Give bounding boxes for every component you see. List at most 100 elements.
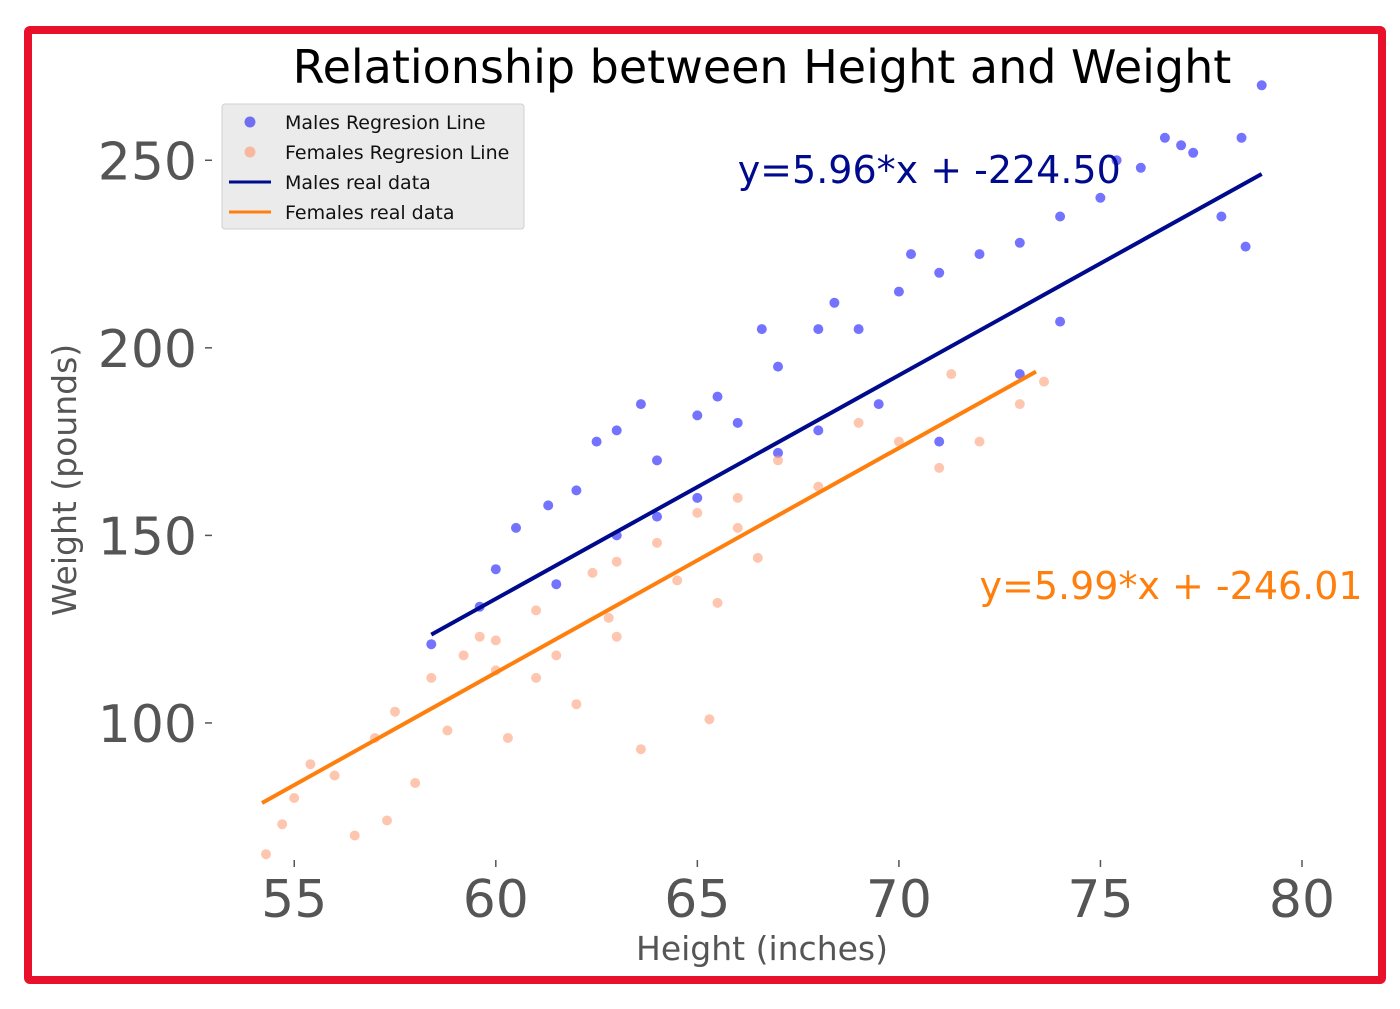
y-tick-label: 100 [98, 695, 197, 755]
chart-title: Relationship between Height and Weight [293, 40, 1232, 94]
females-point [502, 733, 513, 743]
x-tick-label: 65 [664, 870, 730, 930]
equation-annotations: y=5.96*x + -224.50 y=5.99*x + -246.01 [738, 148, 1363, 608]
females-point [474, 631, 485, 642]
males-point [543, 500, 554, 511]
females-point [611, 556, 622, 567]
males-point [1240, 241, 1251, 252]
legend-box [221, 103, 525, 230]
males-point [1256, 80, 1267, 91]
x-axis-label: Height (inches) [636, 929, 888, 968]
females-point [672, 575, 683, 586]
females-point [410, 778, 421, 788]
legend-label: Males real data [285, 172, 431, 194]
females-point [704, 714, 715, 725]
males-point [1095, 192, 1106, 203]
females-point [946, 369, 957, 380]
equation-label-1: y=5.96*x + -224.50 [738, 148, 1121, 192]
males-point [1176, 140, 1187, 151]
x-tick-label: 55 [261, 870, 327, 930]
legend-label: Females real data [285, 202, 454, 224]
males-point [813, 425, 824, 436]
x-axis: 55 60 65 70 75 80 [261, 860, 1335, 930]
females-point [974, 436, 985, 447]
females-point [732, 522, 743, 533]
female-points-layer [261, 369, 1049, 860]
males-point [511, 522, 521, 533]
males-regression-line [430, 172, 1263, 637]
males-point [635, 399, 646, 410]
females-point [611, 631, 622, 642]
males-point [1188, 147, 1199, 158]
females-point [458, 650, 469, 661]
legend-marker [244, 116, 256, 128]
males-point [1055, 211, 1066, 222]
males-point [490, 564, 501, 575]
y-axis-label: Weight (pounds) [45, 344, 84, 616]
females-point [603, 612, 614, 623]
regression-lines-layer [261, 172, 1263, 805]
legend: Males Regresion Line Females Regresion Li… [221, 103, 525, 230]
females-point [329, 770, 340, 781]
males-point [1135, 162, 1146, 173]
males-point [873, 399, 884, 410]
male-points-layer [426, 80, 1267, 650]
y-tick-label: 250 [98, 132, 197, 192]
males-point [652, 511, 662, 522]
males-point [974, 249, 985, 260]
x-tick-label: 70 [866, 870, 932, 930]
males-point [426, 639, 437, 650]
legend-label: Females Regresion Line [285, 142, 509, 164]
females-point [893, 436, 904, 447]
females-point [390, 706, 400, 717]
males-point [712, 391, 723, 402]
females-point [382, 815, 392, 826]
females-point [531, 672, 542, 683]
females-point [551, 650, 562, 661]
males-point [732, 417, 743, 428]
females-point [442, 725, 453, 736]
males-point [591, 436, 602, 447]
males-point [813, 324, 824, 335]
x-tick-label: 80 [1269, 870, 1335, 930]
males-point [692, 492, 703, 503]
males-point [551, 579, 562, 590]
females-point [813, 481, 824, 492]
females-point [531, 605, 542, 616]
males-point [773, 361, 783, 372]
females-point [261, 849, 271, 860]
females-point [305, 759, 316, 770]
males-point [756, 324, 767, 335]
y-tick-label: 200 [98, 320, 197, 380]
males-point [829, 297, 840, 308]
females-point [490, 635, 501, 646]
y-axis: 100 150 200 250 [98, 132, 212, 755]
females-point [289, 793, 300, 803]
males-point [773, 447, 783, 458]
females-point [587, 567, 598, 578]
females-point [349, 830, 360, 841]
females-point [752, 552, 763, 563]
x-tick-label: 75 [1067, 870, 1133, 930]
females-point [732, 492, 743, 503]
y-tick-label: 150 [98, 507, 197, 567]
females-point [692, 507, 703, 518]
females-point [1039, 376, 1049, 387]
males-point [893, 286, 904, 297]
females-point [1014, 399, 1025, 410]
females-point [652, 537, 662, 548]
males-point [692, 410, 703, 421]
legend-label: Males Regresion Line [285, 112, 486, 134]
males-point [1236, 132, 1247, 143]
males-point [1159, 132, 1170, 143]
females-point [635, 744, 646, 755]
females-point [773, 455, 783, 466]
males-point [1111, 155, 1122, 166]
x-tick-label: 60 [463, 870, 529, 930]
males-point [611, 425, 622, 436]
males-point [1014, 237, 1025, 248]
legend-marker [244, 146, 256, 158]
females-point [934, 462, 945, 473]
females-regression-line [261, 369, 1037, 805]
